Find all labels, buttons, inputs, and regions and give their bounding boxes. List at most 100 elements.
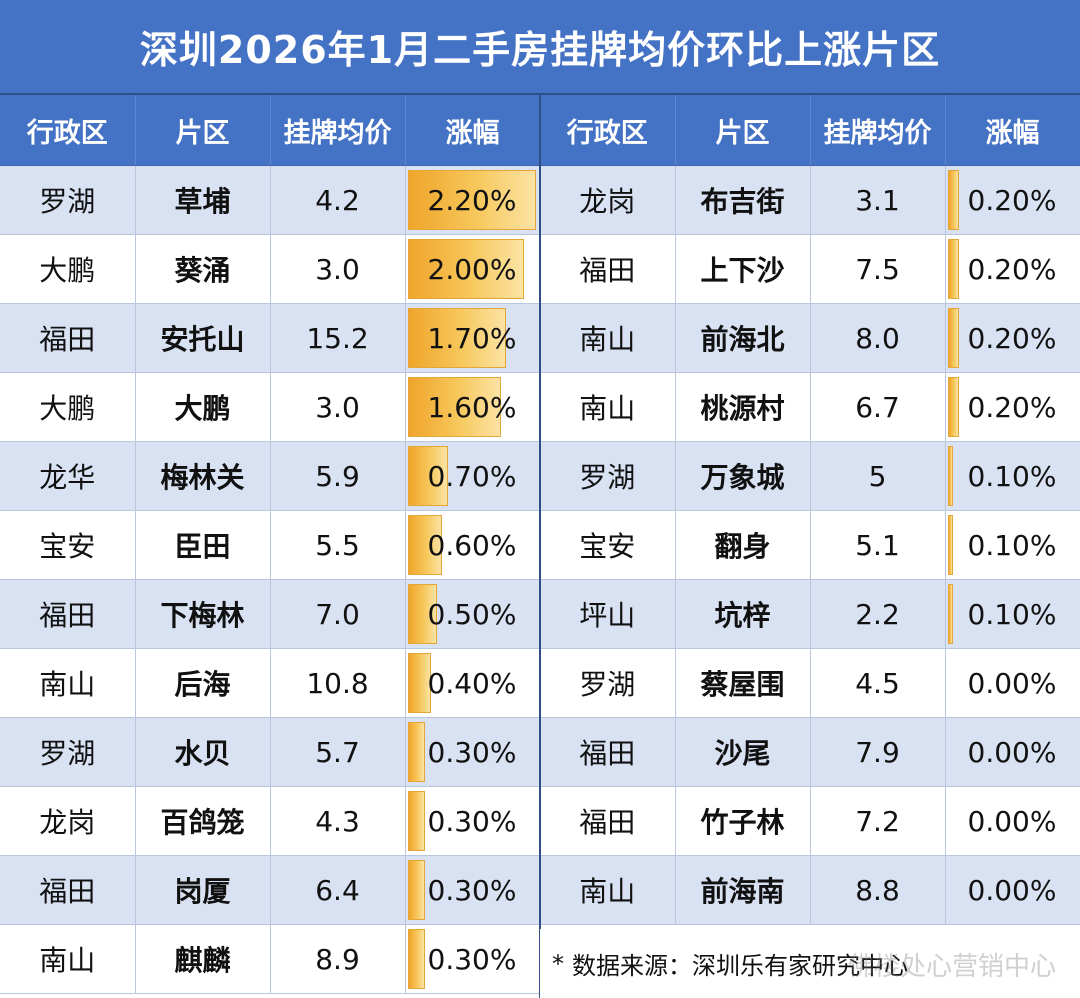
district-cell: 宝安 <box>0 510 136 580</box>
area-cell: 上下沙 <box>675 234 811 304</box>
price-cell: 4.2 <box>270 165 406 235</box>
table-row: 罗湖 水贝 5.7 0.30% <box>0 717 541 787</box>
change-value: 2.20% <box>427 183 517 217</box>
price-cell: 8.8 <box>810 855 946 925</box>
district-cell: 南山 <box>540 855 676 925</box>
price-cell: 2.2 <box>810 579 946 649</box>
table-left-body: 罗湖 草埔 4.2 2.20% 大鹏 葵涌 3.0 2.00% 福田 安托山 15.2 1.70% 大鹏… <box>0 165 541 994</box>
change-value: 0.10% <box>967 459 1057 493</box>
district-cell: 罗湖 <box>0 165 136 235</box>
table-row: 福田 安托山 15.2 1.70% <box>0 303 541 373</box>
price-cell: 3.0 <box>270 234 406 304</box>
change-value: 0.30% <box>427 873 517 907</box>
area-cell: 百鸽笼 <box>135 786 271 856</box>
change-bar <box>947 239 960 299</box>
price-cell: 3.1 <box>810 165 946 235</box>
price-cell: 3.0 <box>270 372 406 442</box>
area-cell: 沙尾 <box>675 717 811 787</box>
change-cell: 2.20% <box>405 165 541 235</box>
price-cell: 6.4 <box>270 855 406 925</box>
change-cell: 0.00% <box>945 717 1080 787</box>
area-cell: 竹子林 <box>675 786 811 856</box>
change-value: 0.30% <box>427 804 517 838</box>
change-value: 0.30% <box>427 942 517 976</box>
change-cell: 0.40% <box>405 648 541 718</box>
header-change: 涨幅 <box>945 95 1080 166</box>
district-cell: 大鹏 <box>0 372 136 442</box>
change-cell: 2.00% <box>405 234 541 304</box>
change-bar <box>407 239 524 299</box>
source-text: 数据来源：深圳乐有家研究中心 <box>572 952 908 980</box>
district-cell: 大鹏 <box>0 234 136 304</box>
district-cell: 南山 <box>0 924 136 994</box>
change-bar <box>407 929 425 989</box>
table-header-row: 行政区 片区 挂牌均价 涨幅 <box>540 95 1080 166</box>
table-row: 福田 下梅林 7.0 0.50% <box>0 579 541 649</box>
district-cell: 坪山 <box>540 579 676 649</box>
table-row: 福田 岗厦 6.4 0.30% <box>0 855 541 925</box>
district-cell: 福田 <box>540 717 676 787</box>
page-title: 深圳2026年1月二手房挂牌均价环比上涨片区 <box>0 0 1080 95</box>
change-bar <box>947 584 954 644</box>
price-cell: 7.2 <box>810 786 946 856</box>
area-cell: 水贝 <box>135 717 271 787</box>
table-row: 大鹏 葵涌 3.0 2.00% <box>0 234 541 304</box>
table-row: 龙岗 布吉街 3.1 0.20% <box>540 165 1080 235</box>
change-cell: 0.10% <box>945 441 1080 511</box>
district-cell: 福田 <box>0 855 136 925</box>
price-cell: 7.5 <box>810 234 946 304</box>
change-value: 0.20% <box>967 390 1057 424</box>
change-cell: 0.10% <box>945 510 1080 580</box>
change-value: 0.00% <box>967 804 1057 838</box>
table-row: 大鹏 大鹏 3.0 1.60% <box>0 372 541 442</box>
area-cell: 桃源村 <box>675 372 811 442</box>
table-row: 龙岗 百鸽笼 4.3 0.30% <box>0 786 541 856</box>
table-left: 行政区 片区 挂牌均价 涨幅 罗湖 草埔 4.2 2.20% 大鹏 葵涌 3.0 2.00% 福… <box>0 95 541 994</box>
table-header-row: 行政区 片区 挂牌均价 涨幅 <box>0 95 541 166</box>
change-value: 0.20% <box>967 321 1057 355</box>
change-value: 2.00% <box>427 252 517 286</box>
change-value: 0.10% <box>967 528 1057 562</box>
area-cell: 岗厦 <box>135 855 271 925</box>
price-cell: 7.0 <box>270 579 406 649</box>
change-bar <box>407 722 425 782</box>
district-cell: 南山 <box>0 648 136 718</box>
area-cell: 大鹏 <box>135 372 271 442</box>
area-cell: 后海 <box>135 648 271 718</box>
area-cell: 前海北 <box>675 303 811 373</box>
change-cell: 0.70% <box>405 441 541 511</box>
price-cell: 5.7 <box>270 717 406 787</box>
change-value: 0.00% <box>967 735 1057 769</box>
price-cell: 5.9 <box>270 441 406 511</box>
change-cell: 0.20% <box>945 372 1080 442</box>
table-row: 南山 桃源村 6.7 0.20% <box>540 372 1080 442</box>
center-divider <box>539 95 541 998</box>
change-bar <box>407 860 425 920</box>
change-cell: 0.30% <box>405 717 541 787</box>
change-value: 0.00% <box>967 666 1057 700</box>
change-bar <box>947 515 954 575</box>
area-cell: 草埔 <box>135 165 271 235</box>
header-district: 行政区 <box>540 95 676 166</box>
change-value: 0.20% <box>967 252 1057 286</box>
change-cell: 1.70% <box>405 303 541 373</box>
change-bar <box>947 377 960 437</box>
change-value: 0.00% <box>967 873 1057 907</box>
area-cell: 下梅林 <box>135 579 271 649</box>
change-cell: 0.00% <box>945 786 1080 856</box>
district-cell: 龙华 <box>0 441 136 511</box>
change-cell: 0.20% <box>945 303 1080 373</box>
table-right-body: 龙岗 布吉街 3.1 0.20% 福田 上下沙 7.5 0.20% 南山 前海北 8.0 0.20% 南… <box>540 165 1080 925</box>
price-cell: 10.8 <box>270 648 406 718</box>
data-source-note: * 数据来源：深圳乐有家研究中心 <box>540 929 1080 998</box>
area-cell: 坑梓 <box>675 579 811 649</box>
change-cell: 0.20% <box>945 234 1080 304</box>
change-value: 1.70% <box>427 321 517 355</box>
table-row: 罗湖 草埔 4.2 2.20% <box>0 165 541 235</box>
change-bar <box>407 515 443 575</box>
district-cell: 南山 <box>540 372 676 442</box>
change-value: 0.50% <box>427 597 517 631</box>
table-row: 南山 麒麟 8.9 0.30% <box>0 924 541 994</box>
table-row: 南山 前海南 8.8 0.00% <box>540 855 1080 925</box>
change-bar <box>407 446 449 506</box>
